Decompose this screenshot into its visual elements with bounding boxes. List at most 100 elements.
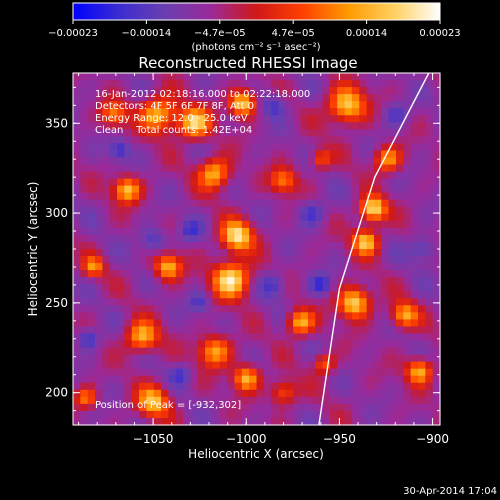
heatmap-cell: [80, 157, 89, 166]
heatmap-cell: [417, 361, 426, 370]
heatmap-cell: [359, 122, 368, 130]
heatmap-cell: [381, 326, 390, 335]
heatmap-cell: [315, 298, 324, 306]
heatmap-cell: [322, 396, 331, 405]
heatmap-cell: [300, 73, 309, 81]
heatmap-cell: [373, 305, 382, 313]
heatmap-cell: [102, 256, 111, 264]
heatmap-cell: [307, 417, 316, 426]
heatmap-cell: [139, 305, 147, 313]
heatmap-cell: [307, 80, 316, 88]
heatmap-cell: [271, 305, 280, 313]
heatmap-cell: [139, 80, 147, 88]
heatmap-cell: [197, 115, 206, 123]
heatmap-cell: [366, 298, 375, 306]
heatmap-cell: [403, 73, 412, 81]
heatmap-cell: [359, 284, 368, 292]
heatmap-cell: [373, 241, 382, 250]
heatmap-cell: [117, 73, 125, 81]
heatmap-cell: [241, 382, 250, 391]
heatmap-cell: [293, 150, 302, 159]
heatmap-cell: [425, 213, 434, 222]
x-tick-label: −1050: [133, 432, 174, 446]
heatmap-cell: [87, 333, 96, 342]
heatmap-cell: [293, 171, 302, 180]
heatmap-cell: [256, 417, 265, 426]
heatmap-cell: [95, 410, 103, 419]
heatmap-cell: [425, 403, 434, 412]
heatmap-cell: [168, 403, 177, 412]
heatmap-cell: [161, 340, 170, 349]
heatmap-cell: [241, 270, 250, 278]
heatmap-cell: [381, 185, 390, 194]
heatmap-cell: [256, 234, 265, 243]
heatmap-cell: [381, 101, 390, 109]
heatmap-cell: [80, 305, 89, 313]
heatmap-cell: [425, 108, 434, 116]
heatmap-cell: [417, 206, 426, 215]
heatmap-cell: [205, 298, 214, 306]
heatmap-cell: [139, 164, 147, 173]
heatmap-cell: [146, 87, 155, 95]
heatmap-cell: [87, 171, 96, 180]
heatmap-cell: [271, 87, 280, 95]
heatmap-cell: [395, 129, 404, 137]
heatmap-cell: [271, 192, 280, 201]
heatmap-cell: [73, 143, 81, 152]
heatmap-cell: [249, 319, 258, 328]
heatmap-cell: [432, 94, 441, 102]
heatmap-cell: [322, 136, 331, 144]
heatmap-cell: [95, 94, 103, 102]
heatmap-cell: [227, 354, 236, 363]
heatmap-cell: [146, 277, 155, 285]
heatmap-cell: [366, 136, 375, 144]
heatmap-cell: [366, 150, 375, 159]
heatmap-cell: [329, 143, 338, 152]
heatmap-cell: [219, 375, 228, 384]
heatmap-cell: [139, 263, 147, 271]
heatmap-cell: [329, 326, 338, 335]
heatmap-cell: [307, 312, 316, 320]
heatmap-cell: [234, 108, 243, 116]
heatmap-cell: [278, 122, 287, 130]
heatmap-cell: [234, 234, 243, 243]
heatmap-cell: [124, 375, 133, 384]
heatmap-cell: [388, 291, 397, 299]
heatmap-cell: [315, 256, 324, 264]
heatmap-cell: [190, 241, 199, 250]
heatmap-cell: [109, 192, 118, 201]
heatmap-cell: [87, 94, 96, 102]
heatmap-cell: [300, 361, 309, 370]
heatmap-cell: [344, 178, 353, 187]
heatmap-cell: [95, 361, 103, 370]
heatmap-cell: [227, 382, 236, 391]
heatmap-cell: [241, 389, 250, 398]
heatmap-cell: [175, 143, 184, 152]
heatmap-cell: [307, 389, 316, 398]
heatmap-cell: [344, 249, 353, 257]
heatmap-cell: [285, 220, 294, 229]
heatmap-cell: [388, 178, 397, 187]
heatmap-cell: [337, 234, 346, 243]
heatmap-cell: [403, 87, 412, 95]
heatmap-cell: [432, 263, 441, 271]
heatmap-cell: [359, 354, 368, 363]
heatmap-cell: [256, 87, 265, 95]
heatmap-cell: [183, 319, 192, 328]
heatmap-cell: [131, 136, 140, 144]
heatmap-cell: [337, 340, 346, 349]
heatmap-cell: [307, 333, 316, 342]
heatmap-cell: [293, 143, 302, 152]
heatmap-cell: [227, 143, 236, 152]
heatmap-cell: [124, 213, 133, 222]
heatmap-cell: [417, 171, 426, 180]
heatmap-cell: [410, 101, 419, 109]
heatmap-cell: [212, 178, 221, 187]
heatmap-cell: [344, 333, 353, 342]
heatmap-cell: [381, 171, 390, 180]
heatmap-cell: [285, 368, 294, 377]
heatmap-cell: [300, 171, 309, 180]
heatmap-cell: [227, 375, 236, 384]
heatmap-cell: [395, 185, 404, 194]
heatmap-cell: [109, 375, 118, 384]
